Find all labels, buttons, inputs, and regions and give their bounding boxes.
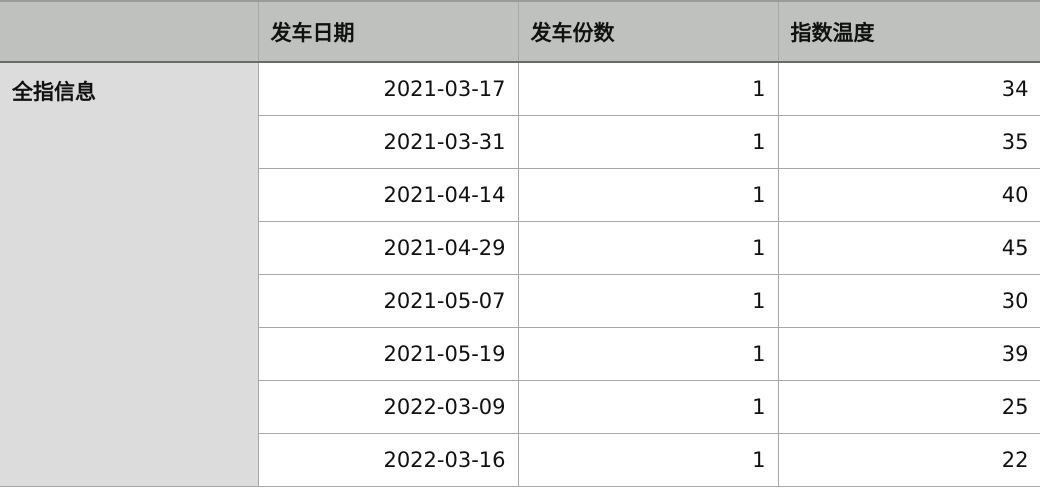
header-blank xyxy=(0,0,259,63)
temperature-cell[interactable]: 39 xyxy=(777,327,1040,381)
date-cell[interactable]: 2021-03-31 xyxy=(257,115,519,169)
table-row: 2022-03-16 1 22 xyxy=(0,433,1040,487)
date-cell[interactable]: 2022-03-16 xyxy=(257,433,519,487)
count-cell[interactable]: 1 xyxy=(517,115,779,169)
date-cell[interactable]: 2021-04-14 xyxy=(257,168,519,222)
date-cell[interactable]: 2021-05-19 xyxy=(257,327,519,381)
count-cell[interactable]: 1 xyxy=(517,433,779,487)
group-label: 全指信息 xyxy=(0,61,259,487)
temperature-cell[interactable]: 22 xyxy=(777,433,1040,487)
table-row: 2021-05-07 1 30 xyxy=(0,274,1040,328)
count-cell[interactable]: 1 xyxy=(517,168,779,222)
table-row: 全指信息 2021-03-17 1 34 xyxy=(0,61,1040,487)
count-cell[interactable]: 1 xyxy=(517,221,779,275)
count-cell[interactable]: 1 xyxy=(517,327,779,381)
date-cell[interactable]: 2022-03-09 xyxy=(257,380,519,434)
count-cell[interactable]: 1 xyxy=(517,274,779,328)
table-row: 2021-04-14 1 40 xyxy=(0,168,1040,222)
table-row: 2021-05-19 1 39 xyxy=(0,327,1040,381)
temperature-cell[interactable]: 30 xyxy=(777,274,1040,328)
table-row: 2021-04-29 1 45 xyxy=(0,221,1040,275)
table-row: 2022-03-09 1 25 xyxy=(0,380,1040,434)
temperature-cell[interactable]: 35 xyxy=(777,115,1040,169)
header-count[interactable]: 发车份数 xyxy=(517,0,779,63)
date-cell[interactable]: 2021-05-07 xyxy=(257,274,519,328)
header-date[interactable]: 发车日期 xyxy=(257,0,519,63)
temperature-cell[interactable]: 45 xyxy=(777,221,1040,275)
header-temperature[interactable]: 指数温度 xyxy=(777,0,1040,63)
temperature-cell[interactable]: 25 xyxy=(777,380,1040,434)
temperature-cell[interactable]: 34 xyxy=(777,61,1040,116)
count-cell[interactable]: 1 xyxy=(517,380,779,434)
temperature-cell[interactable]: 40 xyxy=(777,168,1040,222)
date-cell[interactable]: 2021-03-17 xyxy=(257,61,519,116)
header-row: 发车日期 发车份数 指数温度 xyxy=(0,0,1040,63)
date-cell[interactable]: 2021-04-29 xyxy=(257,221,519,275)
count-cell[interactable]: 1 xyxy=(517,61,779,116)
